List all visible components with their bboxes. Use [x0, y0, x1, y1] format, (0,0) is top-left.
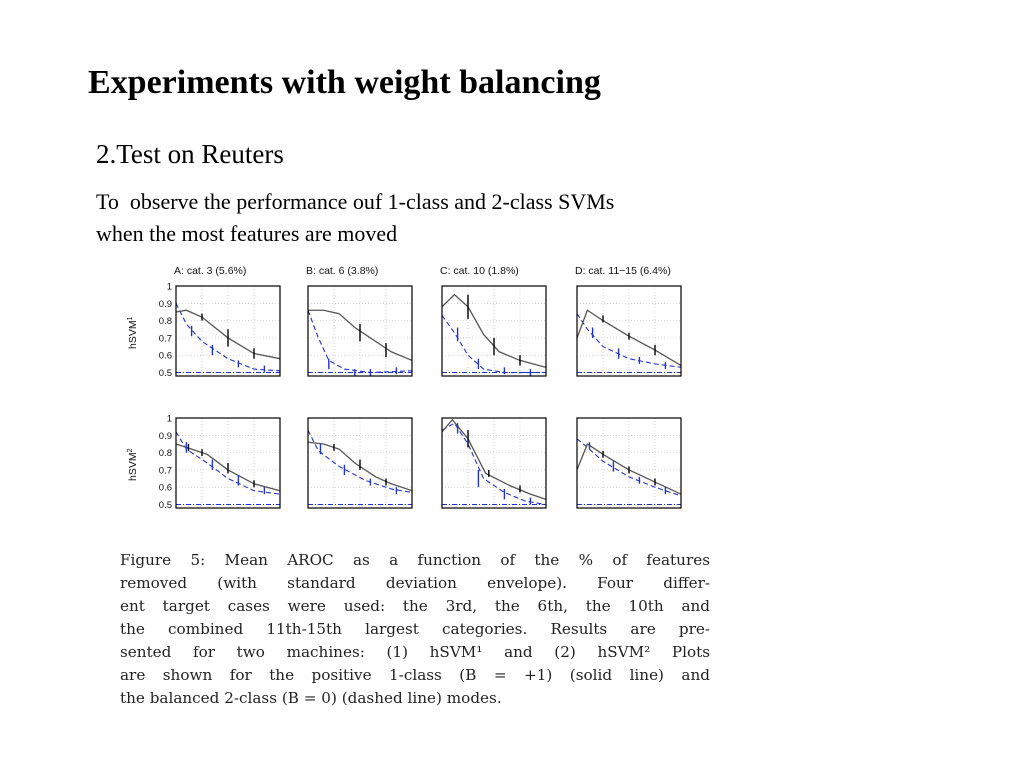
chart-panel — [175, 285, 281, 377]
series-solid-line — [576, 442, 682, 495]
y-tick-label: 0.7 — [159, 465, 172, 476]
chart-panel — [307, 417, 413, 509]
row-ylabel-superscript: 2 — [127, 448, 134, 452]
panel-frame — [307, 417, 413, 509]
chart-panel — [175, 417, 281, 509]
panel-frame — [576, 285, 682, 377]
caption-line: the combined 11th-15th largest categorie… — [120, 620, 710, 638]
description-line: when the most features are moved — [96, 221, 398, 246]
row-ylabel-superscript: 1 — [127, 316, 134, 320]
y-tick-label: 0.5 — [159, 368, 172, 379]
series-dashed-line — [441, 315, 546, 374]
caption-line: sented for two machines: (1) hSVM¹ and (… — [120, 643, 710, 661]
panel-frame — [175, 285, 281, 377]
series-solid-line — [441, 418, 547, 500]
slide-subtitle: 2.Test on Reuters — [96, 139, 284, 169]
row-ylabel: hSVM2 — [127, 448, 139, 481]
y-tick-label: 1 — [167, 414, 172, 425]
panel-frame — [175, 417, 281, 509]
figure-caption: Figure 5: Mean AROC as a function of the… — [120, 549, 710, 710]
panel-frame — [441, 417, 547, 509]
row-ylabel: hSVM1 — [127, 316, 139, 349]
y-tick-label: 0.6 — [159, 351, 172, 362]
panel-frame — [576, 417, 682, 509]
slide-title: Experiments with weight balancing — [88, 64, 601, 101]
chart-panel — [576, 417, 682, 509]
y-tick-label: 0.9 — [159, 431, 172, 442]
series-dashed-line — [576, 313, 682, 368]
series-dashed-line — [307, 310, 413, 374]
series-dashed-line — [441, 422, 547, 506]
caption-line: Figure 5: Mean AROC as a function of the… — [120, 551, 710, 569]
panel-column-title: A: cat. 3 (5.6%) — [174, 265, 246, 277]
chart-panel — [441, 285, 547, 377]
series-solid-line — [307, 441, 413, 492]
caption-line: the balanced 2-class (B = 0) (dashed lin… — [120, 689, 502, 707]
chart-panel — [307, 285, 413, 377]
y-tick-label: 0.8 — [159, 448, 172, 459]
y-tick-label: 1 — [167, 282, 172, 293]
figure-panels: A: cat. 3 (5.6%) B: cat. 6 (3.8%) C: cat. … — [127, 265, 682, 511]
slide-description: To observe the performance ouf 1-class a… — [96, 186, 796, 250]
panel-column-title: C: cat. 10 (1.8%) — [440, 265, 519, 277]
panel-column-title: D: cat. 11−15 (6.4%) — [575, 265, 671, 277]
y-tick-label: 0.9 — [159, 299, 172, 310]
series-solid-line — [308, 309, 413, 362]
caption-line: are shown for the positive 1-class (B = … — [120, 666, 710, 684]
description-line: To observe the performance ouf 1-class a… — [96, 189, 615, 214]
caption-line: removed (with standard deviation envelop… — [120, 574, 710, 592]
y-tick-label: 0.5 — [159, 500, 172, 511]
chart-panel — [441, 417, 547, 509]
series-solid-line — [175, 443, 281, 492]
caption-line: ent target cases were used: the 3rd, the… — [120, 597, 710, 615]
series-dashed-line — [307, 429, 413, 493]
series-solid-line — [175, 309, 281, 360]
panel-frame — [441, 285, 547, 377]
series-dashed-line — [175, 303, 281, 372]
y-tick-label: 0.8 — [159, 316, 172, 327]
panel-frame — [307, 285, 413, 377]
chart-panel — [576, 285, 682, 377]
y-tick-label: 0.7 — [159, 333, 172, 344]
y-tick-label: 0.6 — [159, 483, 172, 494]
panel-column-title: B: cat. 6 (3.8%) — [306, 265, 378, 277]
series-dashed-line — [576, 438, 682, 497]
series-solid-line — [576, 309, 682, 367]
